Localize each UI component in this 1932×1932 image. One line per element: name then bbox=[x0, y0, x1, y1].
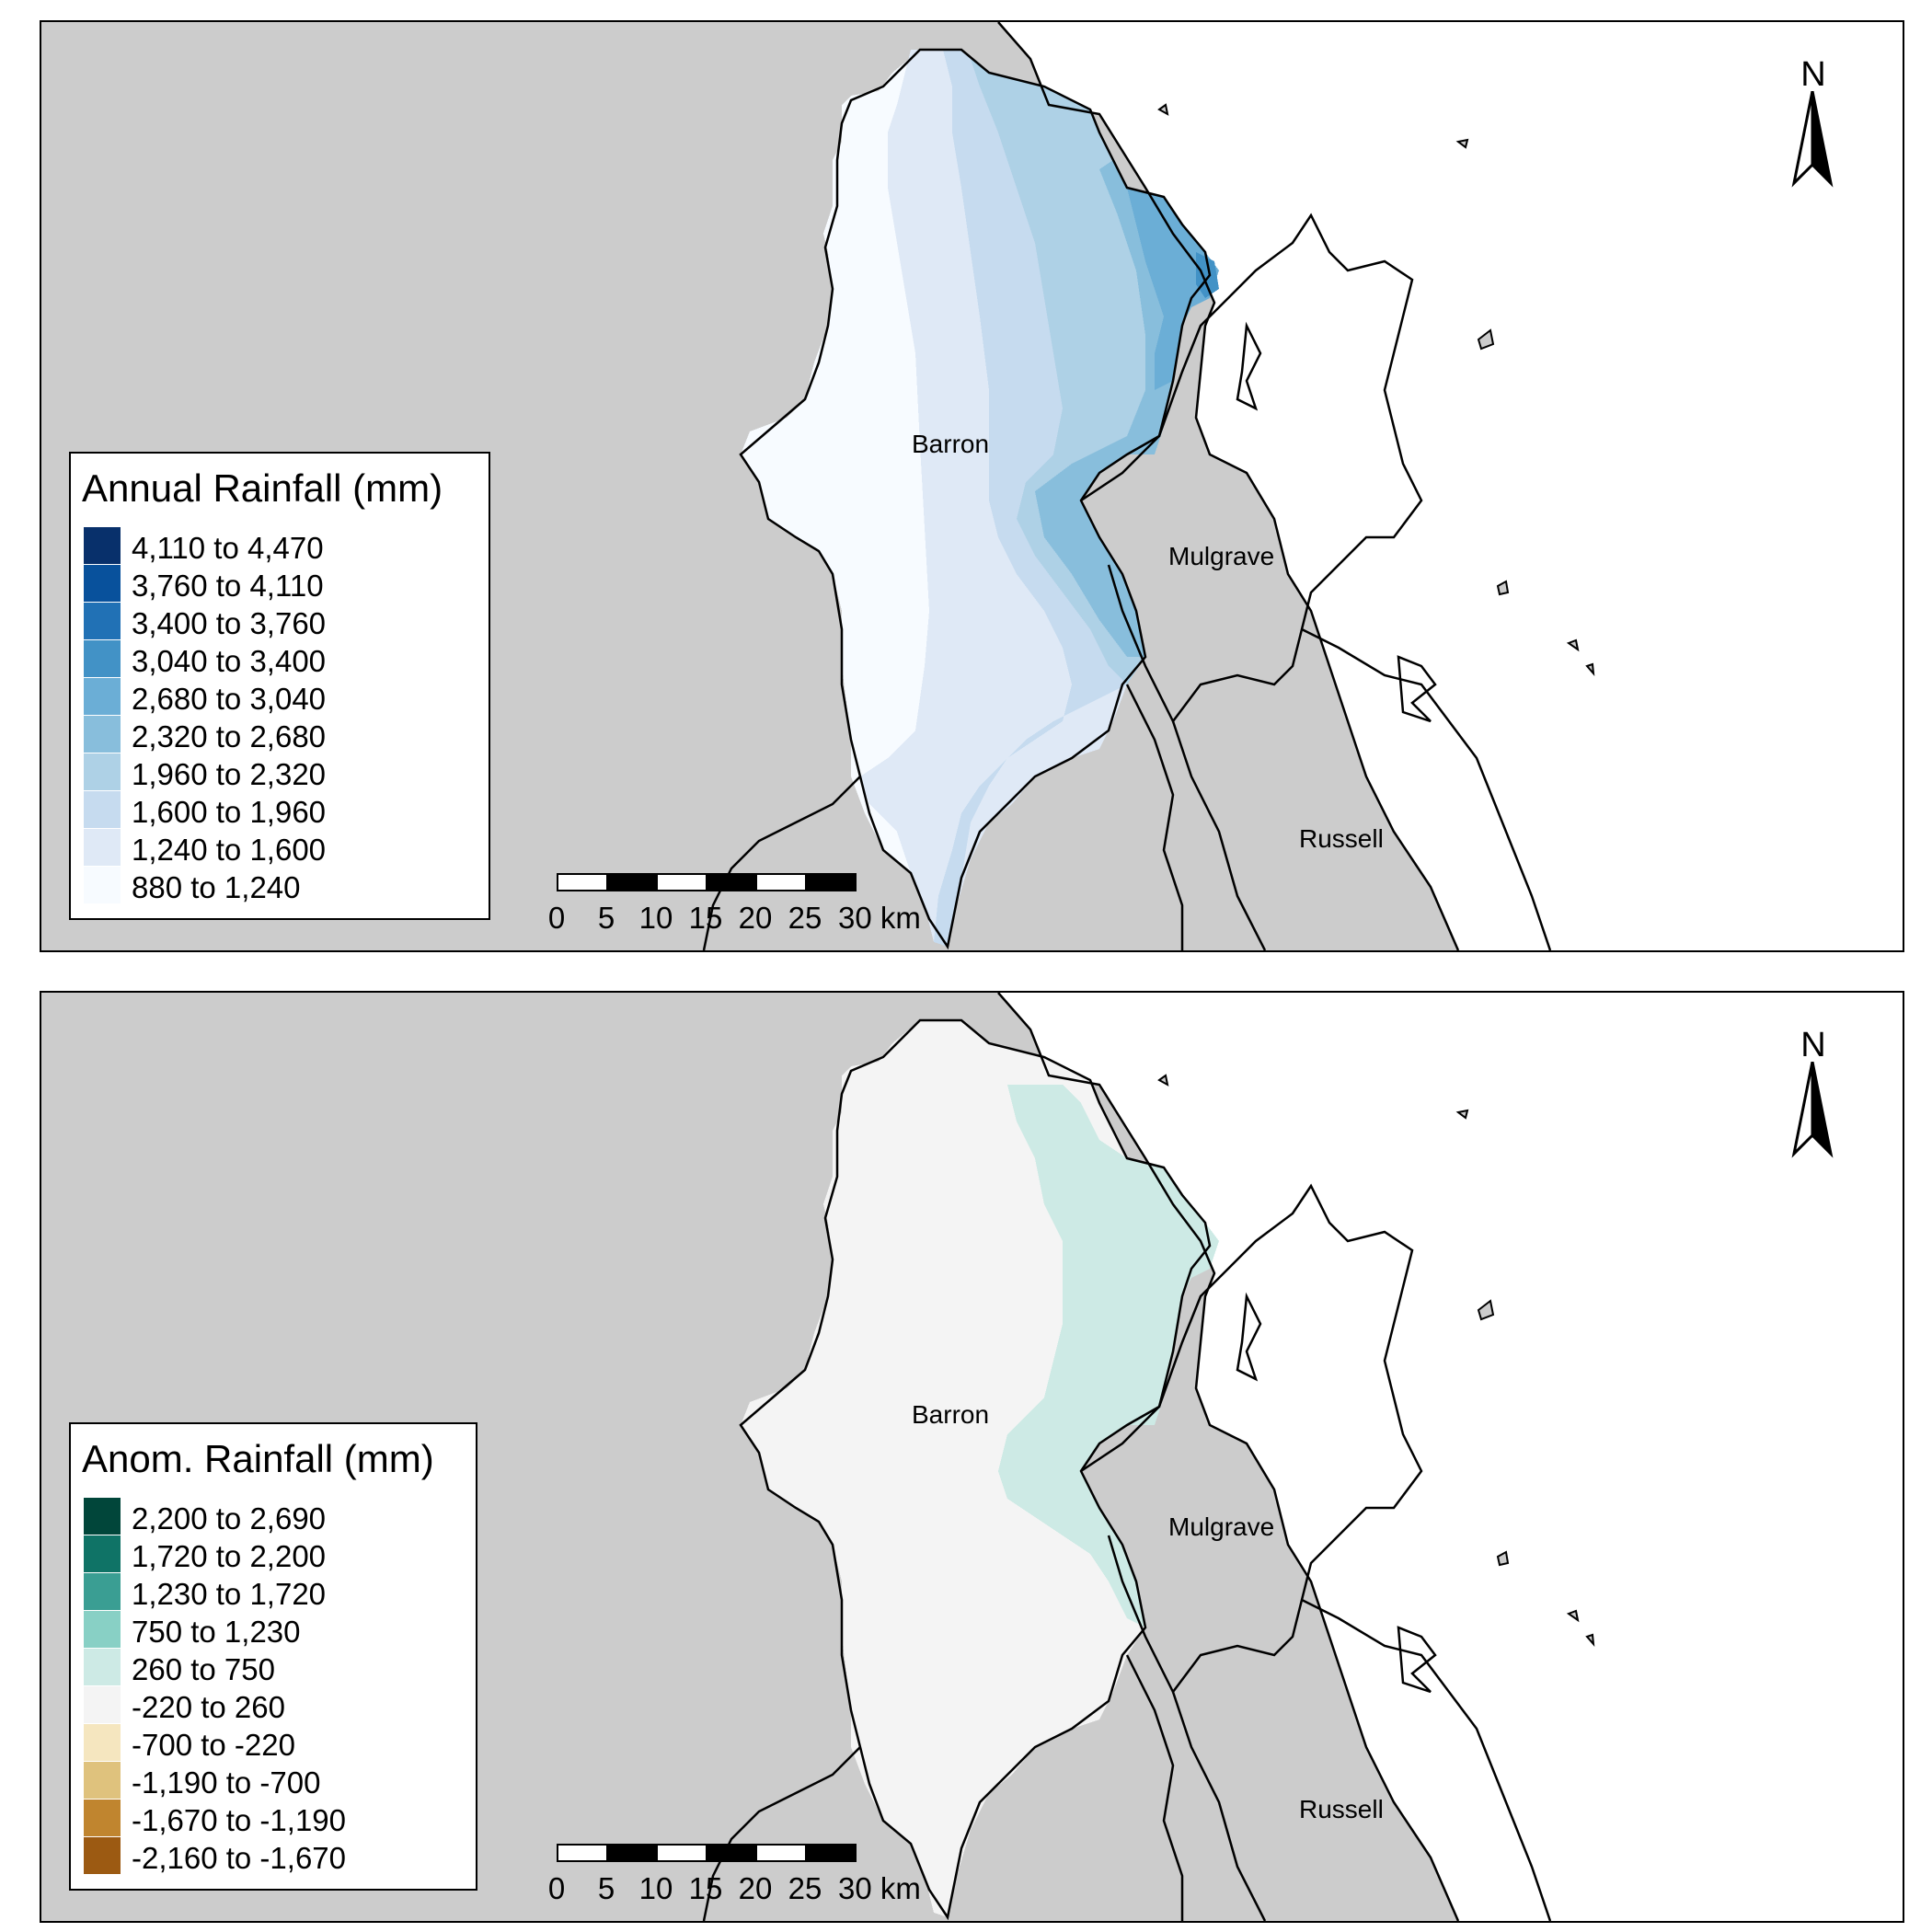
region-label-russell: Russell bbox=[1299, 1795, 1384, 1823]
legend-title: Anom. Rainfall (mm) bbox=[82, 1437, 434, 1480]
legend-swatch bbox=[84, 1837, 121, 1874]
legend-label: 3,760 to 4,110 bbox=[132, 569, 324, 603]
legend-label: 880 to 1,240 bbox=[132, 870, 301, 904]
scale-tick: 15 bbox=[688, 1871, 723, 1905]
region-label-barron: Barron bbox=[912, 430, 990, 458]
region-label-mulgrave: Mulgrave bbox=[1168, 542, 1275, 570]
coastline bbox=[997, 22, 1460, 950]
region-label-mulgrave: Mulgrave bbox=[1168, 1512, 1275, 1541]
legend-swatch bbox=[84, 640, 121, 677]
legend-label: -2,160 to -1,670 bbox=[132, 1841, 346, 1875]
scale-tick: 30 km bbox=[838, 901, 921, 935]
russell-boundary bbox=[1301, 1598, 1552, 1921]
scale-tick: 20 bbox=[738, 1871, 773, 1905]
scale-tick: 25 bbox=[788, 1871, 822, 1905]
legend-title: Annual Rainfall (mm) bbox=[82, 466, 443, 510]
island bbox=[1157, 103, 1169, 116]
legend-swatch bbox=[84, 603, 121, 639]
island bbox=[1455, 1109, 1469, 1120]
legend-label: 1,230 to 1,720 bbox=[132, 1577, 327, 1611]
coastline bbox=[997, 993, 1460, 1921]
legend-swatch bbox=[84, 867, 121, 903]
north-arrow-label: N bbox=[1800, 55, 1826, 94]
scale-tick: 10 bbox=[638, 1871, 673, 1905]
legend-swatch bbox=[84, 1762, 121, 1799]
scale-tick: 15 bbox=[688, 901, 723, 935]
legend-swatch bbox=[84, 753, 121, 790]
scale-bar: 0 5 10 15 20 25 30 km bbox=[548, 873, 921, 935]
scale-bar: 0 5 10 15 20 25 30 km bbox=[548, 1844, 921, 1905]
legend-swatch bbox=[84, 1535, 121, 1572]
legend-swatch bbox=[84, 791, 121, 828]
scale-tick: 0 bbox=[547, 1871, 566, 1905]
legend-swatch bbox=[84, 527, 121, 564]
region-label-russell: Russell bbox=[1299, 824, 1384, 853]
island bbox=[1477, 328, 1495, 351]
scale-tick: 10 bbox=[638, 901, 673, 935]
legend-swatch bbox=[84, 1498, 121, 1535]
scale-tick: 0 bbox=[547, 901, 566, 935]
scale-tick: 5 bbox=[597, 901, 615, 935]
island bbox=[1157, 1074, 1169, 1087]
legend-swatch bbox=[84, 1724, 121, 1761]
legend-label: 750 to 1,230 bbox=[132, 1615, 301, 1649]
mulgrave-boundary bbox=[1080, 213, 1423, 724]
barron-boundary bbox=[739, 48, 1212, 950]
scale-tick: 5 bbox=[597, 1871, 615, 1905]
island bbox=[1566, 638, 1580, 652]
scale-tick: 25 bbox=[788, 901, 822, 935]
legend-swatch bbox=[84, 678, 121, 715]
legend-label: 260 to 750 bbox=[132, 1652, 275, 1686]
legend-label: 1,240 to 1,600 bbox=[132, 833, 327, 867]
north-arrow-icon bbox=[1791, 91, 1834, 188]
island bbox=[1496, 580, 1510, 596]
legend-label: -1,670 to -1,190 bbox=[132, 1803, 346, 1837]
legend-label: -220 to 260 bbox=[132, 1690, 285, 1724]
north-arrow-icon bbox=[1791, 1062, 1834, 1158]
island bbox=[1585, 1633, 1595, 1648]
north-arrow-label: N bbox=[1800, 1026, 1826, 1064]
legend-swatch bbox=[84, 1611, 121, 1648]
legend-label: 1,600 to 1,960 bbox=[132, 795, 327, 829]
mulgrave-boundary bbox=[1080, 1183, 1423, 1695]
legend-label: 1,960 to 2,320 bbox=[132, 757, 327, 791]
legend-swatch bbox=[84, 565, 121, 602]
legend-swatch bbox=[84, 1649, 121, 1685]
legend-label: 2,320 to 2,680 bbox=[132, 719, 327, 753]
anomaly-rainfall-map: Barron Mulgrave Russell N 0 5 10 15 20 2… bbox=[40, 991, 1904, 1923]
legend-label: 4,110 to 4,470 bbox=[132, 531, 324, 565]
legend-label: -1,190 to -700 bbox=[132, 1765, 321, 1800]
legend-label: 1,720 to 2,200 bbox=[132, 1539, 327, 1573]
region-label-barron: Barron bbox=[912, 1400, 990, 1429]
legend-swatch bbox=[84, 1800, 121, 1836]
annual-rainfall-map: Barron Mulgrave Russell N 0 5 10 15 20 2… bbox=[40, 20, 1904, 952]
legend-swatch bbox=[84, 1573, 121, 1610]
legend-swatch bbox=[84, 829, 121, 866]
island bbox=[1455, 138, 1469, 149]
legend-label: 3,400 to 3,760 bbox=[132, 606, 327, 640]
island bbox=[1477, 1299, 1495, 1321]
legend-swatch bbox=[84, 1686, 121, 1723]
island bbox=[1496, 1550, 1510, 1567]
legend: Annual Rainfall (mm) 4,110 to 4,470 3,76… bbox=[69, 452, 490, 920]
legend-label: 2,680 to 3,040 bbox=[132, 682, 327, 716]
legend-label: -700 to -220 bbox=[132, 1728, 295, 1762]
barron-catchment bbox=[741, 50, 1219, 947]
legend: Anom. Rainfall (mm) 2,200 to 2,690 1,720… bbox=[69, 1422, 477, 1891]
russell-boundary bbox=[1301, 627, 1552, 950]
legend-label: 3,040 to 3,400 bbox=[132, 644, 327, 678]
island bbox=[1566, 1609, 1580, 1623]
legend-swatch bbox=[84, 716, 121, 753]
scale-tick: 30 km bbox=[838, 1871, 921, 1905]
legend-label: 2,200 to 2,690 bbox=[132, 1501, 327, 1535]
barron-catchment bbox=[741, 1020, 1219, 1917]
island bbox=[1585, 662, 1595, 677]
barron-boundary bbox=[739, 1018, 1212, 1921]
scale-tick: 20 bbox=[738, 901, 773, 935]
